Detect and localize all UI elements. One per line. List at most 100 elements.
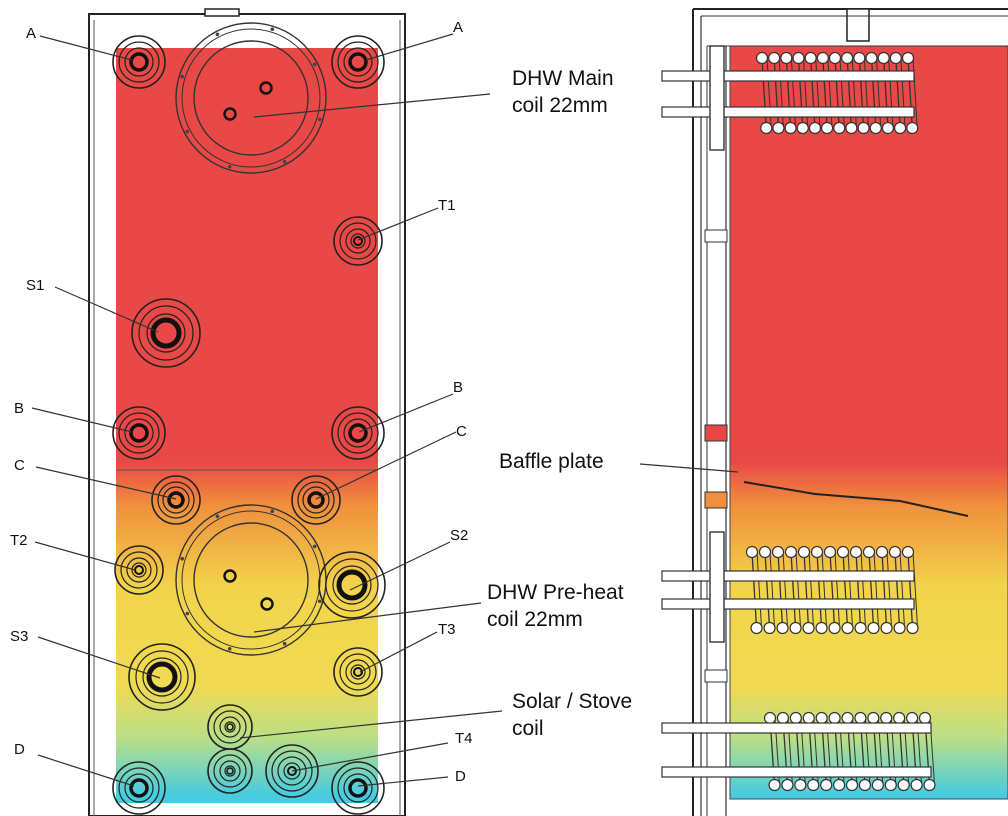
port-solar-stove-ring [219, 716, 241, 738]
port-a-left-bore [129, 52, 149, 72]
port-s2-ring [332, 565, 372, 605]
solar-stove-coil-pipe [661, 766, 932, 778]
dhw-preheat-coil-loop-bottom [763, 621, 776, 635]
dhw-preheat-flange-bolt [227, 646, 232, 651]
port-solar-stove-ring [213, 710, 247, 744]
dhw-preheat-coil-turn-edge [899, 551, 906, 629]
port-solar-stove-lower [207, 748, 253, 794]
port-t3-ring [333, 647, 383, 697]
label-c-right: C [456, 423, 467, 440]
label-b-left: B [14, 400, 24, 417]
port-s1-ring [131, 298, 201, 368]
front-labels: A A T1 S1 B B C C T2 S2 S3 T3 T4 D D [10, 19, 473, 785]
dhw-main-flange-bolt [270, 27, 275, 32]
dhw-main-coil-loop-top [755, 51, 769, 65]
port-solar-stove-ring [224, 721, 236, 733]
dhw-preheat-coil-loop-bottom [750, 621, 763, 635]
dhw-preheat-coil-pipe [661, 598, 915, 610]
port-t1 [333, 216, 383, 266]
solar-stove-coil-loop-bottom [897, 778, 910, 792]
port-t1-ring [339, 222, 377, 260]
port-b-left [112, 406, 166, 460]
side-top-pipe [846, 8, 870, 42]
solar-stove-coil-loop-top [854, 711, 867, 725]
port-b-left-bore [129, 423, 149, 443]
front-leaders [31, 33, 503, 787]
label-s3: S3 [10, 628, 28, 645]
solar-stove-coil-loop-bottom [820, 778, 833, 792]
dhw-preheat-coil-loop-top [771, 545, 785, 559]
leader-t3 [359, 631, 438, 673]
dhw-preheat-coil-turn [855, 551, 862, 629]
port-c-left [151, 475, 201, 525]
dhw-preheat-coil-turn [829, 551, 836, 629]
dhw-main-flange-bolt [317, 117, 322, 122]
dhw-preheat-flange-tapping [260, 597, 274, 611]
dhw-main-coil-loop-bottom [893, 121, 907, 135]
label-s1: S1 [26, 277, 44, 294]
port-s2-ring [325, 558, 379, 612]
leader-s3 [37, 636, 161, 679]
port-d-right-ring [337, 767, 379, 809]
solar-stove-coil-loop-top [828, 711, 841, 725]
dhw-preheat-coil-turn-edge [795, 551, 802, 629]
port-solar-stove-bore [226, 723, 234, 731]
port-a-left-ring [118, 41, 160, 83]
port-s3-ring [128, 643, 196, 711]
dhw-preheat-coil-loop-bottom [841, 621, 854, 635]
dhw-main-flange [175, 22, 327, 174]
port-t3-ring [339, 653, 377, 691]
dhw-preheat-coil-turn-edge [821, 551, 828, 629]
dhw-preheat-flange-ring [193, 522, 309, 638]
dhw-preheat-coil-loop-bottom [802, 621, 815, 635]
dhw-main-coil-turn-edge [912, 57, 918, 129]
leader-baffle [639, 463, 739, 473]
dhw-preheat-flange-bolt [312, 544, 317, 549]
leader-c-right [315, 431, 457, 500]
dhw-main-coil-loop-bottom [833, 121, 846, 135]
port-c-right-ring [297, 481, 335, 519]
dhw-preheat-coil-loop-bottom [906, 621, 919, 635]
dhw-preheat-coil-turn [790, 551, 797, 629]
dhw-preheat-coil-turn-edge [847, 551, 854, 629]
port-t2 [114, 545, 164, 595]
port-d-right [331, 761, 385, 815]
dhw-preheat-coil-loop-bottom [815, 621, 828, 635]
solar-stove-coil-loop-bottom [884, 778, 897, 792]
dhw-main-coil-loop-bottom [857, 121, 870, 135]
dhw-main-coil-loop-top [889, 51, 902, 65]
port-t3-ring [345, 659, 371, 685]
port-d-left [112, 761, 166, 815]
port-b-right-ring [343, 418, 373, 448]
side-labels: DHW Main coil 22mm Baffle plate DHW Pre-… [487, 67, 632, 740]
dhw-preheat-flange-bolt [317, 599, 322, 604]
port-b-right-bore [348, 423, 368, 443]
dhw-preheat-coil-loop-top [797, 545, 811, 559]
dhw-preheat-coil-turn-edge [873, 551, 880, 629]
dhw-main-coil-loop-top [816, 51, 829, 65]
dhw-preheat-flange-bolt [215, 514, 220, 519]
dhw-preheat-flange-bolt [270, 509, 275, 514]
dhw-preheat-coil-turn-edge [834, 551, 841, 629]
port-c-left-ring [157, 481, 195, 519]
label-dhw-main-1: DHW Main [512, 67, 614, 90]
dhw-preheat-coil-turn [751, 551, 758, 629]
port-t2-ring [131, 562, 147, 578]
dhw-main-coil-loop-top [804, 51, 817, 65]
baffle-plate [743, 481, 969, 517]
label-solar-stove-2: coil [512, 717, 544, 740]
port-b-right [331, 406, 385, 460]
port-b-left-ring [118, 412, 160, 454]
dhw-main-coil-loop-top [865, 51, 878, 65]
dhw-main-flange-bolt [180, 74, 185, 79]
label-dhw-preheat-1: DHW Pre-heat [487, 581, 624, 604]
port-s1-bore [150, 317, 182, 349]
dhw-preheat-coil-turn [894, 551, 901, 629]
dhw-main-coil-loop-bottom [906, 121, 919, 135]
dhw-preheat-coil-turn [881, 551, 888, 629]
dhw-main-coil [661, 45, 919, 151]
dhw-main-flange-bolt [227, 164, 232, 169]
dhw-preheat-coil [661, 531, 919, 643]
label-dhw-preheat-2: coil 22mm [487, 608, 583, 631]
